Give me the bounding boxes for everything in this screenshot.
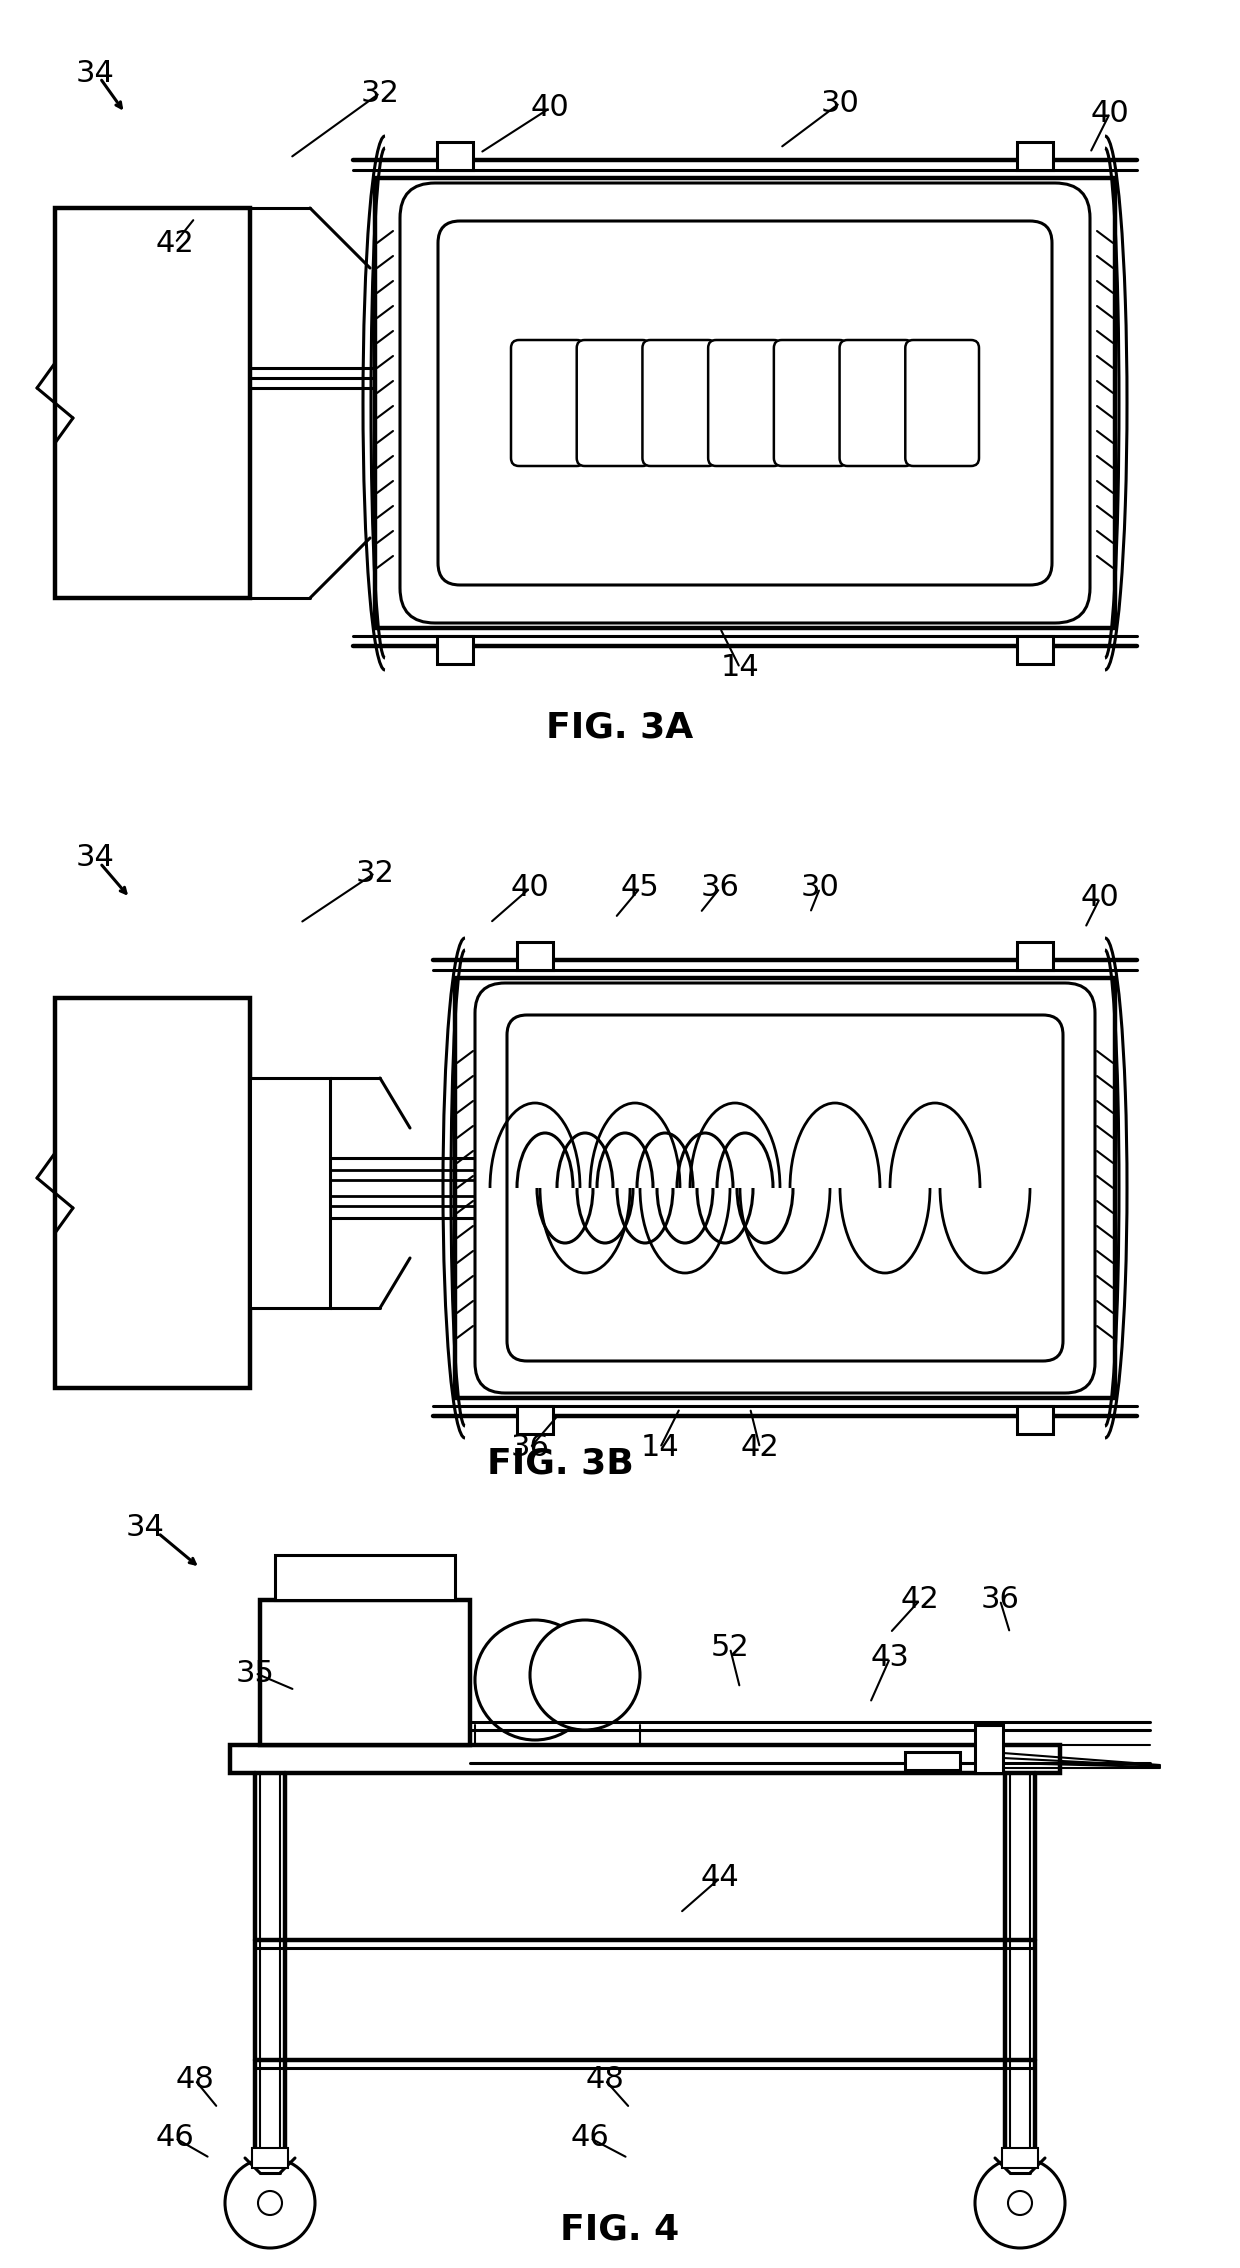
Text: 14: 14: [720, 653, 759, 683]
Bar: [1002, 2148, 1038, 2168]
Text: 30: 30: [801, 873, 839, 903]
FancyBboxPatch shape: [839, 340, 914, 465]
Bar: [250, 1077, 330, 1309]
Text: FIG. 4: FIG. 4: [560, 2214, 680, 2248]
Bar: [1017, 941, 1053, 971]
Text: 34: 34: [76, 59, 114, 88]
Bar: [55, 209, 250, 599]
FancyBboxPatch shape: [642, 340, 717, 465]
Circle shape: [379, 361, 404, 386]
Bar: [455, 978, 1115, 1397]
Text: 48: 48: [585, 2066, 625, 2096]
Text: 35: 35: [236, 1658, 274, 1687]
Text: 52: 52: [711, 1633, 749, 1662]
Bar: [436, 635, 472, 665]
Text: 34: 34: [76, 844, 114, 873]
FancyBboxPatch shape: [774, 340, 848, 465]
Bar: [374, 177, 1115, 628]
Text: 40: 40: [531, 93, 569, 122]
Text: 42: 42: [156, 229, 195, 259]
FancyBboxPatch shape: [401, 184, 1090, 624]
Text: 45: 45: [621, 873, 660, 903]
Text: FIG. 3A: FIG. 3A: [547, 710, 693, 744]
Bar: [252, 2148, 288, 2168]
FancyBboxPatch shape: [577, 340, 651, 465]
Text: 32: 32: [361, 79, 399, 107]
Bar: [260, 1599, 470, 1744]
Text: 32: 32: [356, 860, 394, 887]
Text: 36: 36: [701, 873, 739, 903]
Circle shape: [843, 1166, 887, 1211]
Text: 40: 40: [1080, 885, 1120, 912]
Circle shape: [529, 1619, 640, 1730]
Bar: [517, 1406, 553, 1433]
Bar: [229, 1744, 1060, 1774]
Circle shape: [475, 1619, 595, 1740]
Bar: [975, 1726, 1003, 1774]
Circle shape: [258, 2191, 281, 2216]
Text: 36: 36: [511, 1433, 549, 1463]
Circle shape: [975, 2157, 1065, 2248]
Text: 42: 42: [900, 1585, 940, 1615]
Text: 40: 40: [511, 873, 549, 903]
Bar: [905, 1751, 960, 1769]
Text: 36: 36: [981, 1585, 1019, 1615]
Text: 48: 48: [176, 2066, 215, 2096]
Bar: [55, 998, 250, 1388]
Text: 46: 46: [156, 2123, 195, 2152]
Text: FIG. 3B: FIG. 3B: [486, 1447, 634, 1481]
Text: 42: 42: [740, 1433, 780, 1463]
FancyBboxPatch shape: [708, 340, 782, 465]
FancyBboxPatch shape: [507, 1016, 1063, 1361]
FancyBboxPatch shape: [438, 220, 1052, 585]
Text: 30: 30: [821, 88, 859, 118]
Text: 40: 40: [1091, 98, 1130, 127]
Bar: [1017, 143, 1053, 170]
Bar: [1017, 1406, 1053, 1433]
Bar: [1017, 635, 1053, 665]
FancyBboxPatch shape: [511, 340, 585, 465]
Circle shape: [1008, 2191, 1032, 2216]
Bar: [275, 1556, 455, 1599]
Circle shape: [224, 2157, 315, 2248]
Text: 34: 34: [125, 1513, 165, 1542]
Text: 44: 44: [701, 1864, 739, 1892]
FancyBboxPatch shape: [905, 340, 980, 465]
Text: 43: 43: [870, 1644, 909, 1672]
FancyBboxPatch shape: [475, 982, 1095, 1393]
Bar: [517, 941, 553, 971]
Text: 14: 14: [641, 1433, 680, 1463]
Text: 46: 46: [570, 2123, 609, 2152]
Bar: [436, 143, 472, 170]
